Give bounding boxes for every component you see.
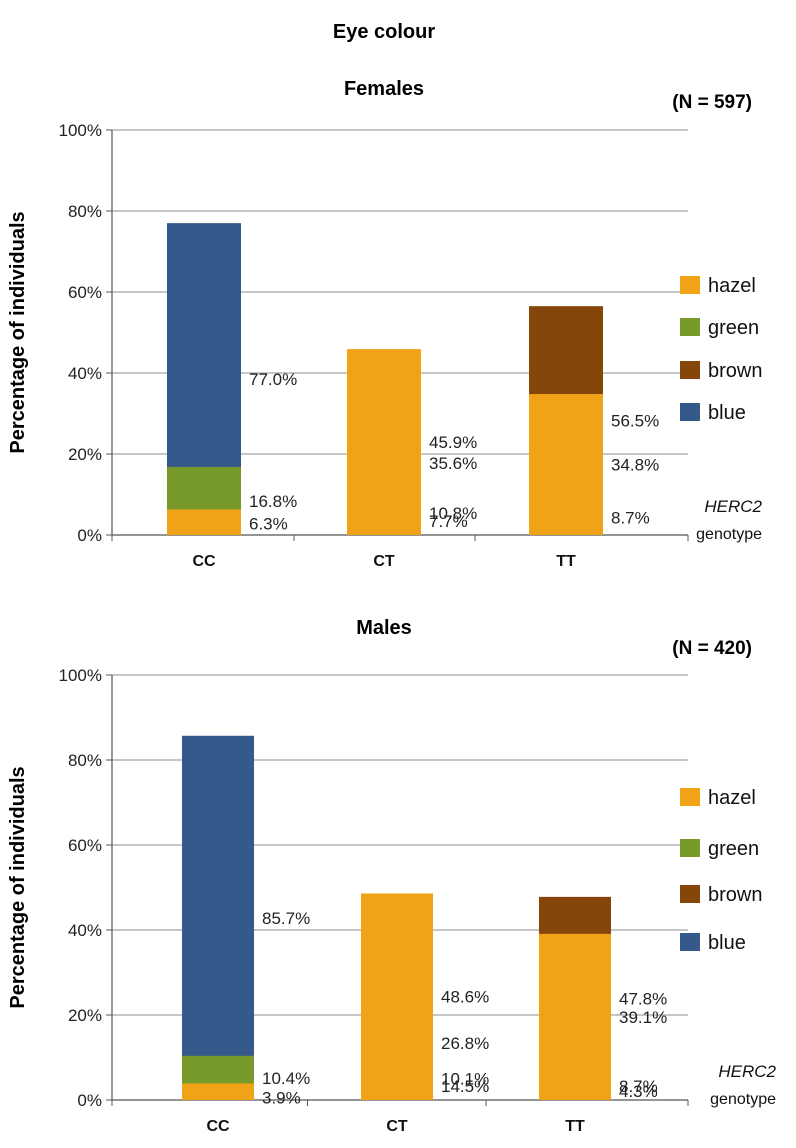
sample-size-label: (N = 420) <box>672 638 752 659</box>
y-tick-label: 100% <box>59 121 102 140</box>
legend-swatch-blue <box>680 403 700 421</box>
data-label-cc-green: 10.4% <box>262 1069 310 1088</box>
y-tick-label: 40% <box>68 921 102 940</box>
category-label-tt: TT <box>556 553 576 570</box>
legend-swatch-brown <box>680 361 700 379</box>
data-label-ct-brown: 35.6% <box>429 454 477 473</box>
bar-cc-blue <box>182 735 254 1100</box>
bar-tt-hazel <box>539 933 611 1100</box>
bar-tt-hazel <box>529 394 603 535</box>
figure-title: Eye colour <box>333 21 435 43</box>
y-tick-label: 100% <box>59 666 102 685</box>
bar-ct-hazel <box>361 893 433 1100</box>
data-label-tt-green: 4.3% <box>619 1082 658 1101</box>
legend-label-green: green <box>708 838 759 860</box>
legend-swatch-blue <box>680 933 700 951</box>
legend-swatch-green <box>680 839 700 857</box>
data-label-cc-blue: 77.0% <box>249 370 297 389</box>
genotype-label: genotype <box>696 526 762 543</box>
y-tick-label: 60% <box>68 283 102 302</box>
gene-name-label: HERC2 <box>718 1062 776 1081</box>
sample-size-label: (N = 597) <box>672 92 752 113</box>
data-label-tt-hazel: 34.8% <box>611 456 659 475</box>
y-tick-label: 0% <box>77 1091 102 1110</box>
data-label-ct-blue: 14.5% <box>441 1077 489 1096</box>
data-label-tt-hazel: 39.1% <box>619 1008 667 1027</box>
data-label-tt-brown: 56.5% <box>611 412 659 431</box>
legend-swatch-brown <box>680 885 700 903</box>
legend-swatch-hazel <box>680 276 700 294</box>
y-tick-label: 20% <box>68 1006 102 1025</box>
data-label-tt-brown: 47.8% <box>619 989 667 1008</box>
genotype-label: genotype <box>710 1091 776 1108</box>
females-panel: Females (N = 597) 0% 20% 40% 60% 80% 100% Percen… <box>7 78 763 570</box>
y-tick-label: 0% <box>77 526 102 545</box>
data-label-ct-blue: 7.7% <box>429 512 468 531</box>
legend-label-brown: brown <box>708 360 762 382</box>
category-label-tt: TT <box>565 1118 585 1135</box>
data-label-cc-green: 16.8% <box>249 492 297 511</box>
y-axis-label: Percentage of individuals <box>7 766 29 1008</box>
legend-swatch-hazel <box>680 788 700 806</box>
category-label-cc: CC <box>206 1118 230 1135</box>
y-tick-label: 40% <box>68 364 102 383</box>
legend-label-brown: brown <box>708 884 762 906</box>
y-tick-label: 20% <box>68 445 102 464</box>
bar-ct-hazel <box>347 349 421 535</box>
category-label-ct: CT <box>373 553 395 570</box>
y-tick-label: 80% <box>68 202 102 221</box>
legend-label-hazel: hazel <box>708 275 756 297</box>
legend-swatch-green <box>680 318 700 336</box>
category-label-ct: CT <box>386 1118 408 1135</box>
data-label-tt-green: 8.7% <box>611 508 650 527</box>
panel-title: Males <box>356 617 412 639</box>
category-label-cc: CC <box>192 553 216 570</box>
legend-label-blue: blue <box>708 402 746 424</box>
y-tick-label: 60% <box>68 836 102 855</box>
y-tick-label: 80% <box>68 751 102 770</box>
y-axis-label: Percentage of individuals <box>7 211 29 453</box>
legend-label-blue: blue <box>708 932 746 954</box>
data-label-ct-green: 10.1% <box>441 1070 489 1089</box>
data-label-ct-green: 10.8% <box>429 504 477 523</box>
bar-cc-hazel <box>167 509 241 535</box>
data-label-ct-hazel: 48.6% <box>441 988 489 1007</box>
data-label-cc-hazel: 3.9% <box>262 1088 301 1107</box>
data-label-tt-blue: 8.7% <box>619 1077 658 1096</box>
legend-label-hazel: hazel <box>708 787 756 809</box>
data-label-ct-brown: 26.8% <box>441 1034 489 1053</box>
data-label-cc-blue: 85.7% <box>262 909 310 928</box>
panel-title: Females <box>344 78 424 100</box>
males-panel: Males (N = 420) 0% 20% 40% 60% 80% 100% Percenta… <box>7 617 777 1135</box>
data-label-ct-hazel: 45.9% <box>429 433 477 452</box>
bar-cc-hazel <box>182 1083 254 1100</box>
data-label-cc-hazel: 6.3% <box>249 514 288 533</box>
gene-name-label: HERC2 <box>704 497 762 516</box>
legend-label-green: green <box>708 317 759 339</box>
